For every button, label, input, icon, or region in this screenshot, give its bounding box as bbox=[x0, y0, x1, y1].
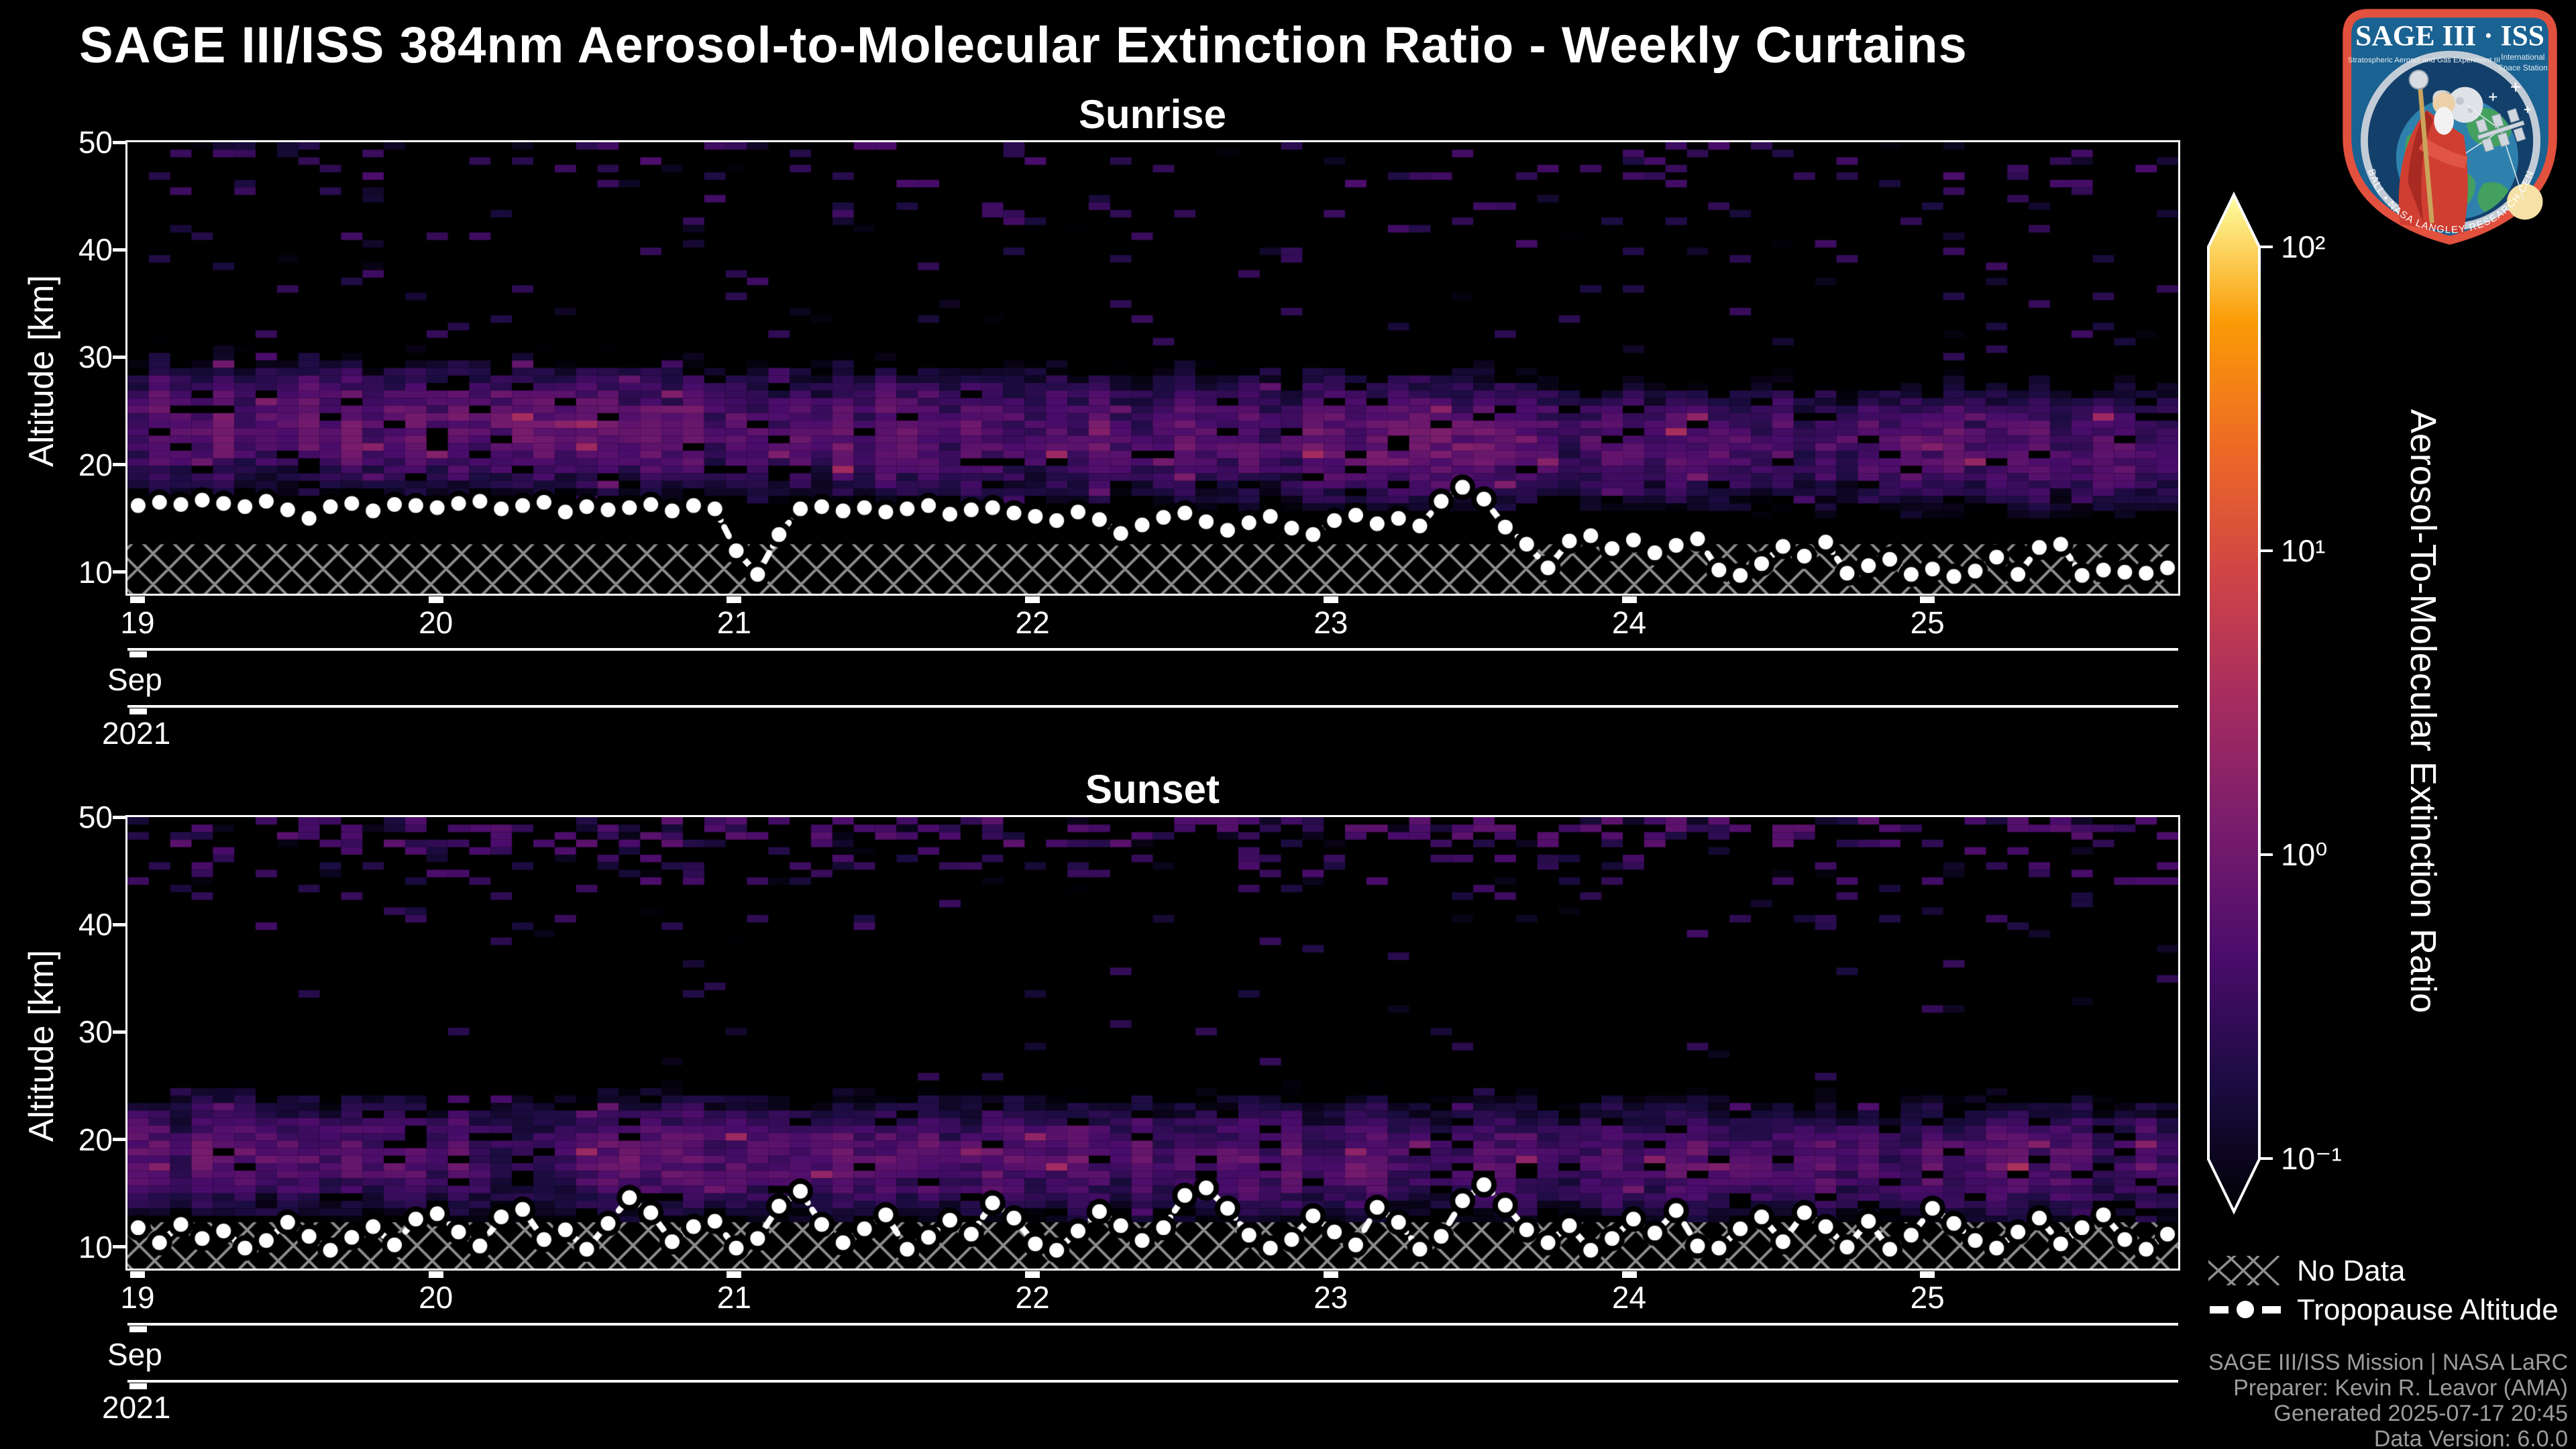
logo-subtitle-right-2: Space Station bbox=[2498, 63, 2548, 72]
month-axis-line-sunset bbox=[127, 1323, 2178, 1326]
month-label-sunset: Sep bbox=[107, 1337, 162, 1372]
x-tick-label-sunrise: 23 bbox=[1313, 605, 1348, 640]
colorbar: 10² 10¹ 10⁰ 10⁻¹ bbox=[2207, 191, 2342, 1215]
figure-title: SAGE III/ISS 384nm Aerosol-to-Molecular … bbox=[79, 17, 1968, 74]
legend-no-data-label: No Data bbox=[2297, 1254, 2406, 1287]
colorbar-bar bbox=[2207, 191, 2261, 1215]
x-tick-mark-sunset bbox=[1621, 1271, 1637, 1278]
x-tick-mark-sunrise bbox=[428, 596, 443, 603]
y-tick-label-sunrise: 10 bbox=[78, 554, 113, 590]
y-tick-mark-sunset bbox=[113, 1030, 126, 1034]
x-tick-label-sunrise: 22 bbox=[1015, 605, 1050, 640]
x-tick-label-sunrise: 25 bbox=[1910, 605, 1945, 640]
credit-mission: SAGE III/ISS Mission | NASA LaRC bbox=[2208, 1350, 2568, 1375]
year-label-sunrise: 2021 bbox=[102, 716, 171, 751]
logo-subtitle-left: Stratospheric Aerosol and Gas Experiment… bbox=[2348, 56, 2500, 64]
year-axis-line-sunset bbox=[127, 1380, 2178, 1383]
colorbar-tick-label: 10⁰ bbox=[2281, 837, 2328, 872]
y-tick-label-sunset: 40 bbox=[78, 907, 113, 943]
logo-iss bbox=[2475, 108, 2526, 152]
logo-subtitle-right-1: International bbox=[2501, 52, 2544, 62]
x-tick-mark-sunset bbox=[1920, 1271, 1935, 1278]
x-tick-mark-sunset bbox=[130, 1271, 145, 1278]
x-tick-mark-sunset bbox=[1025, 1271, 1040, 1278]
no-data-swatch-icon bbox=[2208, 1256, 2280, 1285]
y-tick-label-sunset: 30 bbox=[78, 1014, 113, 1050]
colorbar-tick-label: 10² bbox=[2281, 229, 2325, 264]
x-tick-label-sunset: 23 bbox=[1313, 1280, 1348, 1315]
month-axis-tick-sunset bbox=[129, 1326, 147, 1332]
y-tick-label-sunrise: 20 bbox=[78, 447, 113, 482]
colorbar-label: Aerosol-To-Molecular Extinction Ratio bbox=[2403, 409, 2443, 1014]
x-tick-label-sunrise: 24 bbox=[1611, 605, 1647, 640]
logo-sun bbox=[2507, 184, 2543, 220]
year-axis-tick-sunset bbox=[129, 1383, 147, 1389]
colorbar-tick-label: 10¹ bbox=[2281, 533, 2325, 568]
x-tick-mark-sunrise bbox=[727, 596, 742, 603]
logo-stars bbox=[2489, 82, 2531, 113]
y-tick-label-sunrise: 40 bbox=[78, 232, 113, 268]
y-tick-mark-sunset bbox=[113, 1245, 126, 1249]
year-axis-tick-sunrise bbox=[129, 708, 147, 714]
heatmap-sunrise bbox=[125, 140, 2180, 596]
x-tick-mark-sunset bbox=[727, 1271, 742, 1278]
x-tick-mark-sunrise bbox=[1920, 596, 1935, 603]
mission-logo: SAGE III · ISS Stratospheric Aerosol and… bbox=[2326, 4, 2557, 245]
colorbar-ticks: 10² 10¹ 10⁰ 10⁻¹ bbox=[2259, 229, 2342, 1176]
tropopause-swatch-icon bbox=[2210, 1298, 2281, 1321]
y-tick-label-sunrise: 30 bbox=[78, 339, 113, 375]
year-axis-line-sunrise bbox=[127, 705, 2178, 708]
year-label-sunset: 2021 bbox=[102, 1390, 171, 1425]
x-tick-mark-sunrise bbox=[1323, 596, 1338, 603]
x-tick-label-sunrise: 21 bbox=[716, 605, 751, 640]
month-label-sunrise: Sep bbox=[107, 662, 162, 697]
credit-preparer: Preparer: Kevin R. Leavor (AMA) bbox=[2233, 1375, 2568, 1401]
x-tick-mark-sunset bbox=[1323, 1271, 1338, 1278]
x-tick-label-sunset: 19 bbox=[120, 1280, 155, 1315]
y-tick-label-sunset: 50 bbox=[78, 800, 113, 835]
logo-moon-crater bbox=[2455, 97, 2464, 105]
y-tick-label-sunset: 10 bbox=[78, 1229, 113, 1265]
x-tick-label-sunset: 25 bbox=[1910, 1280, 1945, 1315]
month-axis-tick-sunrise bbox=[129, 651, 147, 657]
panel-title-sunrise: Sunrise bbox=[1078, 92, 1227, 137]
x-tick-mark-sunrise bbox=[1025, 596, 1040, 603]
y-tick-mark-sunset bbox=[113, 815, 126, 819]
credit-generated: Generated 2025-07-17 20:45 bbox=[2273, 1401, 2568, 1426]
legend-tropopause-label: Tropopause Altitude bbox=[2297, 1293, 2559, 1326]
panel-title-sunset: Sunset bbox=[1085, 767, 1220, 812]
y-tick-mark-sunset bbox=[113, 922, 126, 926]
y-tick-label-sunrise: 50 bbox=[78, 125, 113, 160]
logo-sage-figure bbox=[2398, 69, 2468, 234]
y-tick-mark-sunrise bbox=[113, 140, 126, 144]
x-tick-mark-sunset bbox=[428, 1271, 443, 1278]
colorbar-tick-label: 10⁻¹ bbox=[2281, 1141, 2342, 1176]
y-tick-mark-sunrise bbox=[113, 355, 126, 359]
y-tick-mark-sunset bbox=[113, 1138, 126, 1142]
x-tick-label-sunset: 24 bbox=[1611, 1280, 1647, 1315]
y-tick-mark-sunrise bbox=[113, 570, 126, 574]
heatmap-sunset bbox=[125, 815, 2180, 1271]
x-tick-label-sunset: 21 bbox=[716, 1280, 751, 1315]
x-tick-label-sunrise: 19 bbox=[120, 605, 155, 640]
x-tick-mark-sunrise bbox=[1621, 596, 1637, 603]
x-tick-label-sunset: 22 bbox=[1015, 1280, 1050, 1315]
x-tick-label-sunset: 20 bbox=[419, 1280, 453, 1315]
y-tick-mark-sunrise bbox=[113, 463, 126, 467]
y-tick-mark-sunrise bbox=[113, 248, 126, 252]
y-tick-label-sunset: 20 bbox=[78, 1122, 113, 1157]
credit-data-version: Data Version: 6.0.0 bbox=[2373, 1426, 2568, 1449]
month-axis-line-sunrise bbox=[127, 648, 2178, 651]
logo-title: SAGE III · ISS bbox=[2355, 19, 2544, 52]
x-tick-mark-sunrise bbox=[130, 596, 145, 603]
x-tick-label-sunrise: 20 bbox=[419, 605, 453, 640]
logo-moon bbox=[2447, 87, 2483, 123]
